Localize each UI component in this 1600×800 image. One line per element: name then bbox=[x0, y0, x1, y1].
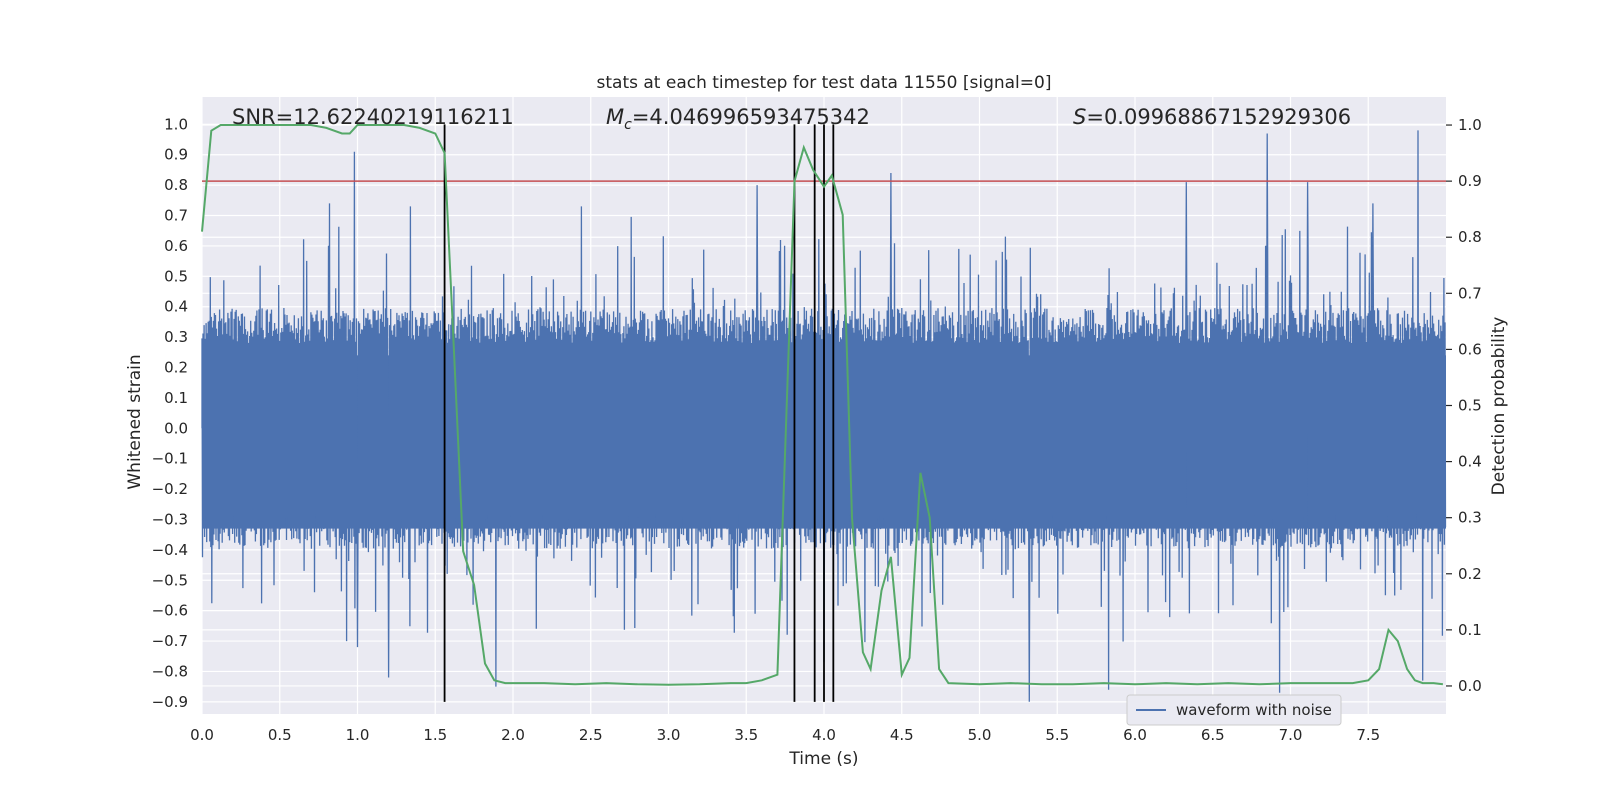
x-tick-label: 6.5 bbox=[1201, 726, 1225, 744]
chart-title: stats at each timestep for test data 115… bbox=[597, 73, 1052, 93]
y-tick-label: −0.5 bbox=[152, 571, 188, 589]
y-right-tick-label: 1.0 bbox=[1458, 116, 1482, 134]
x-tick-label: 4.0 bbox=[812, 726, 836, 744]
y-tick-label: 0.6 bbox=[164, 237, 188, 255]
x-tick-label: 1.5 bbox=[423, 726, 447, 744]
y-tick-label: 0.9 bbox=[164, 146, 188, 164]
y-tick-label: 0.8 bbox=[164, 176, 188, 194]
vertical-lines bbox=[443, 124, 835, 702]
y-tick-label: 0.5 bbox=[164, 267, 188, 285]
s-value: =0.09968867152929306 bbox=[1086, 105, 1351, 129]
s-symbol: S bbox=[1073, 105, 1086, 129]
y-tick-label: 0.7 bbox=[164, 207, 188, 225]
y-tick-label: −0.2 bbox=[152, 480, 188, 498]
y-tick-label: −0.9 bbox=[152, 693, 188, 711]
y-axis-right-label: Detection probability bbox=[1489, 317, 1509, 496]
mc-subscript: c bbox=[624, 117, 632, 133]
x-tick-label: 5.0 bbox=[968, 726, 992, 744]
y-tick-label: 0.3 bbox=[164, 328, 188, 346]
x-tick-label: 3.0 bbox=[657, 726, 681, 744]
mc-value: =4.046996593475342 bbox=[632, 105, 870, 129]
y-tick-label: −0.4 bbox=[152, 541, 188, 559]
legend-label-waveform: waveform with noise bbox=[1176, 701, 1332, 719]
x-axis-label: Time (s) bbox=[788, 749, 858, 769]
x-tick-label: 2.5 bbox=[579, 726, 603, 744]
y-tick-label: 0.0 bbox=[164, 419, 188, 437]
y-right-tick-label: 0.9 bbox=[1458, 172, 1482, 190]
detection-probability-line bbox=[201, 124, 1444, 686]
y-tick-label: −0.3 bbox=[152, 510, 188, 528]
x-tick-label: 4.5 bbox=[890, 726, 914, 744]
y-tick-label: −0.6 bbox=[152, 602, 188, 620]
x-tick-label: 5.5 bbox=[1045, 726, 1069, 744]
tick-labels: 0.0 0.5 1.0 1.5 2.0 2.5 3.0 3.5 4.0 4.5 5.0 5.5 6.0 6… bbox=[152, 115, 1482, 744]
y-tick-label: 0.1 bbox=[164, 389, 188, 407]
y-tick-label: 0.2 bbox=[164, 359, 188, 377]
y-tick-label: −0.7 bbox=[152, 632, 188, 650]
x-tick-label: 1.0 bbox=[346, 726, 370, 744]
y-tick-label: −0.8 bbox=[152, 662, 188, 680]
y-right-tick-label: 0.5 bbox=[1458, 397, 1482, 415]
y-tick-label: −0.1 bbox=[152, 450, 188, 468]
y-right-tick-label: 0.3 bbox=[1458, 509, 1482, 527]
x-tick-label: 0.5 bbox=[268, 726, 292, 744]
snr-annotation: SNR=12.62240219116211 bbox=[232, 105, 514, 129]
legend-box bbox=[1126, 694, 1342, 726]
x-tick-label: 7.0 bbox=[1279, 726, 1303, 744]
y-right-tick-label: 0.7 bbox=[1458, 284, 1482, 302]
x-tick-label: 3.5 bbox=[734, 726, 758, 744]
x-tick-label: 2.0 bbox=[501, 726, 525, 744]
probability-series bbox=[201, 124, 1444, 686]
x-tick-label: 0.0 bbox=[190, 726, 214, 744]
x-tick-label: 7.5 bbox=[1356, 726, 1380, 744]
y-axis-label: Whitened strain bbox=[125, 354, 145, 489]
y-right-tick-label: 0.2 bbox=[1458, 565, 1482, 583]
y-right-tick-label: 0.1 bbox=[1458, 621, 1482, 639]
s-annotation: S=0.09968867152929306 bbox=[1073, 105, 1351, 129]
y-tick-label: 0.4 bbox=[164, 298, 188, 316]
y-right-tick-label: 0.4 bbox=[1458, 453, 1482, 471]
mc-annotation: Mc=4.046996593475342 bbox=[606, 105, 870, 133]
x-tick-label: 6.0 bbox=[1123, 726, 1147, 744]
y-right-tick-label: 0.8 bbox=[1458, 228, 1482, 246]
y-tick-label: 1.0 bbox=[164, 115, 188, 133]
y-right-tick-label: 0.0 bbox=[1458, 677, 1482, 695]
legend: waveform with noise bbox=[1126, 694, 1342, 726]
y-right-tick-label: 0.6 bbox=[1458, 340, 1482, 358]
mc-symbol: M bbox=[606, 105, 624, 129]
